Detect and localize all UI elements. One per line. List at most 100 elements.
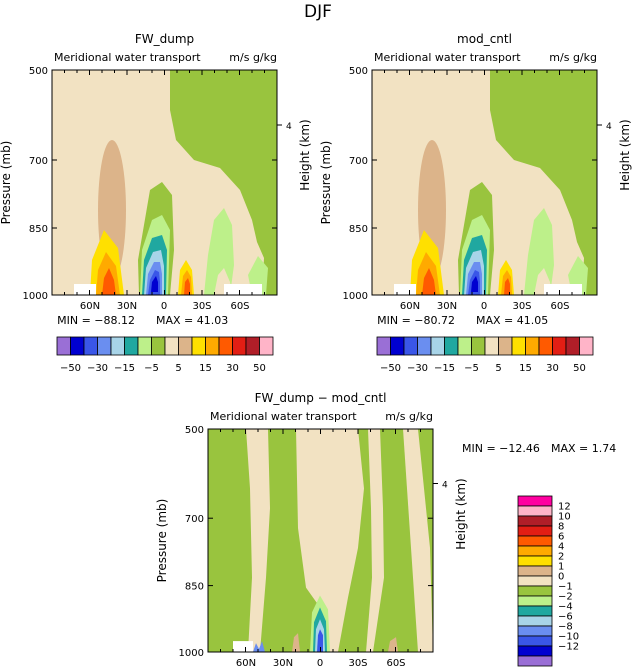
panel-units: m/s g/kg — [385, 410, 433, 423]
colorbar-cell — [517, 515, 553, 527]
colorbar-label: 2 — [558, 552, 564, 563]
contour-navy-core — [151, 276, 158, 292]
x-tick-label: 30S — [192, 301, 211, 312]
plot-area — [51, 69, 278, 296]
panel-subtitle: Meridional water transport — [210, 410, 357, 423]
contour-tan-band-2 — [296, 429, 364, 652]
missing-data-south — [544, 284, 582, 295]
colorbar-label: 50 — [573, 363, 586, 374]
right-tick-label: 4 — [606, 122, 612, 132]
colorbar-cell — [376, 336, 391, 356]
right-axis-label: Height (km) — [454, 478, 468, 549]
colorbar-label: 12 — [558, 502, 571, 513]
colorbar-label: −5 — [464, 363, 479, 374]
panel-fw-dump: 500 700 850 1000 60N 30N 0 30S 60S 4 FW_dump Meridi… — [0, 32, 312, 327]
x-tick-label: 30N — [117, 301, 137, 312]
contour-blue-core — [317, 629, 323, 652]
colorbar-cell — [218, 336, 233, 356]
colorbar-cell — [471, 336, 486, 356]
y-axis-label: Pressure (mb) — [0, 141, 13, 225]
colorbar-label: 10 — [558, 512, 571, 523]
colorbar-cell — [498, 336, 513, 356]
missing-data-south — [224, 284, 262, 295]
contour-tan-north — [292, 633, 300, 652]
colorbar-cell — [430, 336, 445, 356]
colorbar-cell — [517, 495, 553, 507]
colorbar-cell — [517, 535, 553, 547]
x-tick-label: 0 — [481, 301, 487, 312]
colorbar-label: 8 — [558, 522, 564, 533]
panel-difference: 500 700 850 1000 60N 30N 0 30S 60S 4 FW_dump − mod… — [155, 391, 616, 669]
colorbar-label: 30 — [546, 363, 559, 374]
colorbar-cell — [205, 336, 220, 356]
contour-red-south — [504, 278, 510, 295]
colorbar-cell — [517, 625, 553, 637]
min-value: MIN = −80.72 — [377, 314, 455, 327]
contour-tan-band-1 — [246, 429, 270, 652]
x-tick-label: 30S — [512, 301, 531, 312]
x-tick-label: 0 — [161, 301, 167, 312]
x-tick-label: 30N — [273, 658, 293, 669]
contour-red-south — [184, 278, 190, 295]
right-axis-label: Height (km) — [298, 119, 312, 190]
contour-navy-core — [471, 276, 478, 292]
x-tick-label: 0 — [317, 658, 323, 669]
colorbar-cell — [517, 545, 553, 557]
y-axis-label: Pressure (mb) — [319, 141, 333, 225]
colorbar-cell — [552, 336, 567, 356]
colorbar-label: −2 — [558, 592, 573, 603]
colorbar-cell — [403, 336, 418, 356]
contour-green-region — [170, 70, 277, 295]
contour-tan-band-4 — [403, 429, 433, 652]
y-tick-label: 850 — [29, 224, 48, 235]
contour-fills — [52, 70, 277, 295]
colorbar-cell — [517, 655, 553, 667]
colorbar-label: −8 — [558, 622, 573, 633]
colorbar-label: −6 — [558, 612, 573, 623]
contour-green-region — [490, 70, 597, 295]
right-tick-label: 4 — [286, 122, 292, 132]
colorbar-cell — [517, 565, 553, 577]
colorbar-label: 15 — [519, 363, 532, 374]
colorbar-cell — [259, 336, 274, 356]
colorbar-cell — [517, 525, 553, 537]
contour-lightgreen-south — [524, 208, 554, 295]
x-tick-label: 60N — [236, 658, 256, 669]
colorbar-cell — [232, 336, 247, 356]
colorbar-cell — [517, 505, 553, 517]
colorbar-label: −10 — [558, 632, 579, 643]
y-tick-label: 500 — [185, 425, 204, 436]
colorbar-cell — [517, 555, 553, 567]
contour-fills — [372, 70, 597, 295]
plot-area — [207, 428, 434, 653]
colorbar-cell — [517, 635, 553, 647]
colorbar-label: −12 — [558, 642, 579, 653]
y-tick-label: 1000 — [179, 648, 204, 659]
colorbar-label: −30 — [407, 363, 428, 374]
colorbar-label: 30 — [226, 363, 239, 374]
colorbar-label: −1 — [558, 582, 573, 593]
colorbar-cell — [97, 336, 112, 356]
colorbar-label: −50 — [60, 363, 81, 374]
colorbar-cell — [538, 336, 553, 356]
colorbar-fw-dump: −50 −30 −15 −5 5 15 30 50 — [56, 336, 274, 374]
colorbar-cell — [390, 336, 405, 356]
right-axis-label: Height (km) — [618, 119, 632, 190]
missing-data-north — [233, 641, 253, 652]
right-tick-label: 4 — [442, 481, 448, 491]
colorbar-label: −50 — [380, 363, 401, 374]
colorbar-cell — [110, 336, 125, 356]
y-tick-label: 1000 — [343, 291, 368, 302]
x-tick-label: 60S — [230, 301, 249, 312]
colorbar-cell — [517, 605, 553, 617]
panel-subtitle: Meridional water transport — [374, 51, 521, 64]
panel-units: m/s g/kg — [229, 51, 277, 64]
panel-title: mod_cntl — [457, 32, 512, 46]
colorbar-label: −15 — [114, 363, 135, 374]
colorbar-cell — [151, 336, 166, 356]
max-value: MAX = 41.03 — [156, 314, 228, 327]
max-value: MAX = 1.74 — [551, 442, 616, 455]
y-tick-label: 500 — [29, 66, 48, 77]
